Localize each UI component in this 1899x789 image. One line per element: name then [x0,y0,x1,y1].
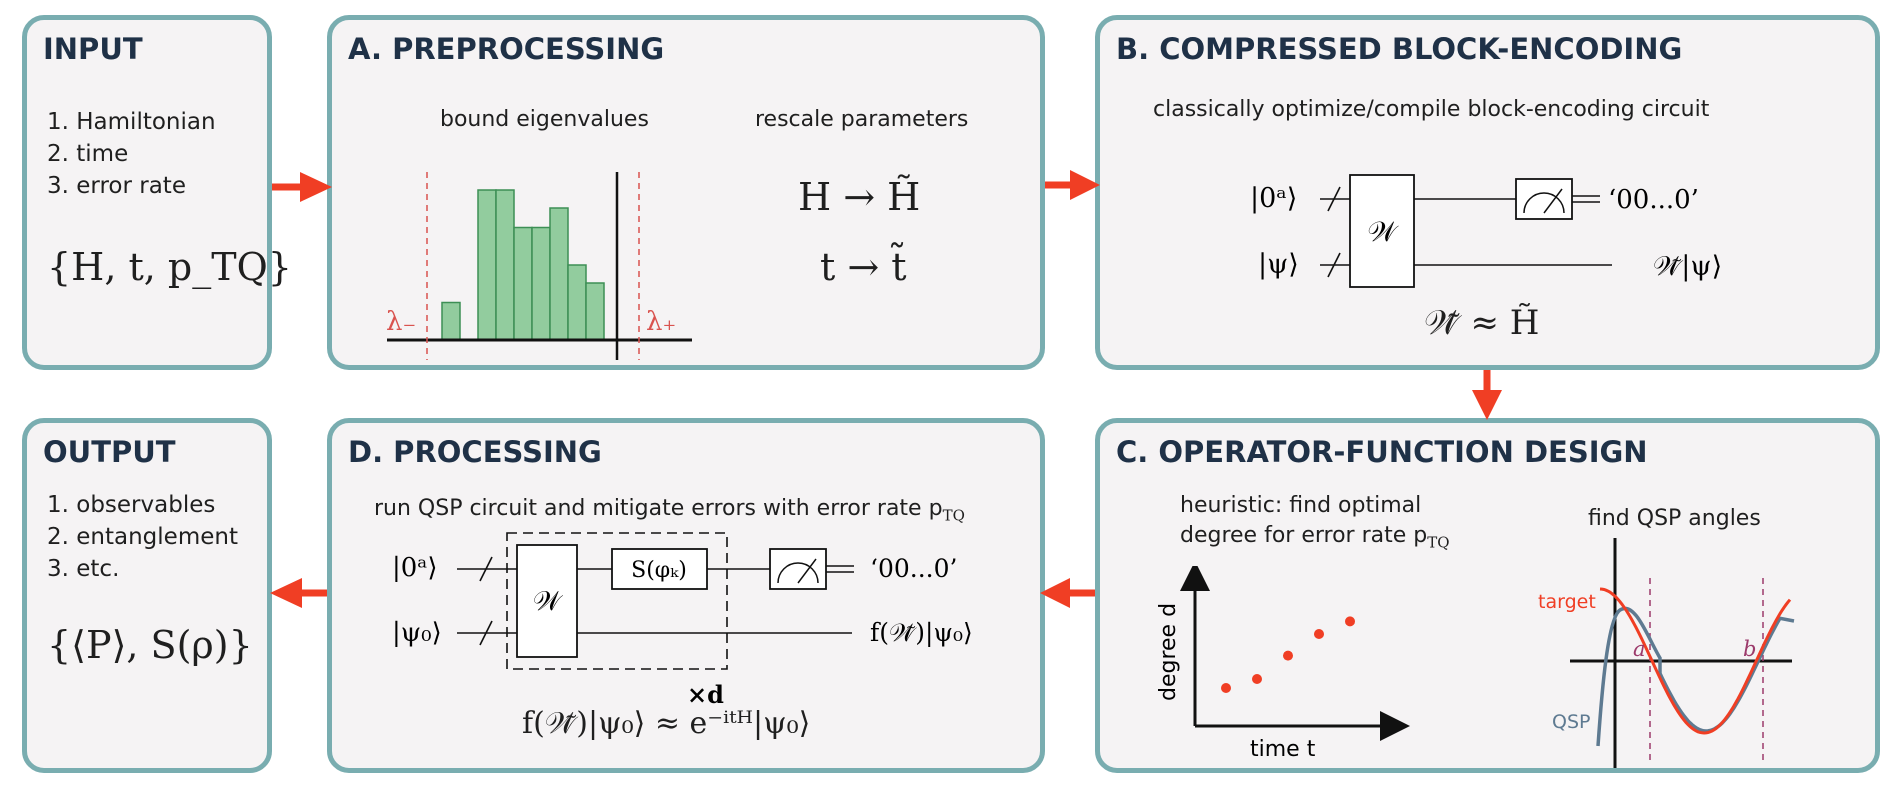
output-panel: OUTPUT 1. observables 2. entanglement 3.… [22,418,272,773]
output-item: 1. observables [47,492,216,518]
processing-approx: f(𝒲̃)|ψ₀⟩ ≈ e⁻ⁱᵗᴴ|ψ₀⟩ [522,706,811,741]
output-formula: {⟨P⟩, S(ρ)} [47,623,253,667]
histogram-bar [585,282,605,341]
times-d-label: ×d [687,680,724,709]
output-list: 1. observables 2. entanglement 3. etc. [47,489,238,585]
proc-w-gate-label: 𝒲 [533,586,564,617]
eq-t: t → t̃ [820,245,907,289]
w-gate [1349,174,1415,288]
degree-point [1314,629,1324,639]
qsp-circuit: |0ᵃ⟩ |ψ₀⟩ 𝒲 S(φₖ) ‘00...0’ f(𝒲̃)|ψ₀⟩ ×d [392,532,973,709]
time-label: time t [1250,737,1316,762]
heuristic-label-line1: heuristic: find optimal [1180,493,1422,518]
input-item: 1. Hamiltonian [47,109,216,135]
operator-panel: C. OPERATOR-FUNCTION DESIGN heuristic: f… [1095,418,1880,773]
input-formula-text: {H, t, p_TQ} [47,245,292,289]
block-encoding-circuit: |0ᵃ⟩ |ψ⟩ 𝒲 ‘00...0’ 𝒲̃|ψ⟩ [1250,174,1722,288]
arrow-c-to-d [1040,578,1095,608]
output-item: 3. etc. [47,556,120,582]
repeat-block [506,532,728,670]
histogram-bar [513,226,533,341]
degree-point [1221,683,1231,693]
preprocessing-title: A. PREPROCESSING [348,32,665,66]
histogram-bar [531,226,551,341]
proc-w-gate [516,544,578,658]
w-approx-h: 𝒲̃ ≈ H̃ [1424,303,1540,343]
degree-point [1283,650,1293,661]
compressed-title: B. COMPRESSED BLOCK-ENCODING [1116,32,1683,66]
bound-eigenvalues-label: bound eigenvalues [440,107,649,132]
compressed-panel: B. COMPRESSED BLOCK-ENCODING classically… [1095,15,1880,370]
qsp-angles-plot: target QSP a b [1538,538,1795,768]
output-formula-text: {⟨P⟩, S(ρ)} [47,623,253,667]
histogram-bar [477,189,497,341]
processing-subtitle-text: run QSP circuit and mitigate errors with… [374,496,943,521]
proc-ket-0a: |0ᵃ⟩ [392,553,437,583]
heuristic-label-line2: degree for error rate pTQ [1180,523,1450,551]
eigenvalue-histogram: λ₋ λ₊ [386,172,692,360]
input-formula: {H, t, p_TQ} [47,245,292,289]
lambda-minus-label: λ₋ [386,307,416,337]
output-title: OUTPUT [43,435,176,469]
heuristic-label-line2-text: degree for error rate p [1180,523,1428,548]
w-gate-label: 𝒲 [1367,215,1399,248]
input-list: 1. Hamiltonian 2. time 3. error rate [47,106,216,202]
processing-subtitle-sub: TQ [942,506,965,525]
target-curve [1599,587,1792,735]
heuristic-sub: TQ [1427,533,1450,552]
processing-title: D. PROCESSING [348,435,602,469]
input-panel: INPUT 1. Hamiltonian 2. time 3. error ra… [22,15,292,370]
arrow-a-to-b [1045,170,1100,200]
output-00-label: ‘00...0’ [1608,185,1699,215]
degree-point [1345,616,1355,627]
arrow-input-to-a [272,172,332,202]
arrow-d-to-output [270,578,327,608]
rescale-parameters-label: rescale parameters [755,107,969,132]
find-angles-label: find QSP angles [1588,506,1761,531]
histogram-bar [441,301,461,341]
histogram-bar [549,207,569,341]
ket-psi: |ψ⟩ [1258,249,1299,280]
histogram-bar [495,189,515,341]
a-label: a [1633,637,1646,661]
processing-subtitle: run QSP circuit and mitigate errors with… [374,496,965,524]
output-w-psi: 𝒲̃|ψ⟩ [1653,251,1722,282]
proc-output-00: ‘00...0’ [870,554,957,583]
degree-time-plot: degree d time t [1156,566,1410,762]
qsp-curve [1596,606,1795,747]
b-label: b [1743,637,1756,661]
output-item: 2. entanglement [47,524,238,550]
proc-ket-psi0: |ψ₀⟩ [392,618,442,648]
eq-h: H → H̃ [798,175,921,219]
arrow-b-to-c [1472,370,1502,420]
s-phi-gate-label: S(φₖ) [631,558,687,583]
histogram-bar [567,264,587,341]
proc-output-f-psi: f(𝒲̃)|ψ₀⟩ [870,618,973,648]
qsp-label: QSP [1552,711,1590,733]
degree-label: degree d [1156,603,1181,701]
target-label: target [1538,591,1596,613]
s-phi-gate [611,548,708,590]
compressed-subtitle: classically optimize/compile block-encod… [1153,97,1710,122]
ket-0a: |0ᵃ⟩ [1250,183,1297,214]
processing-panel: D. PROCESSING run QSP circuit and mitiga… [327,418,1045,773]
input-item: 3. error rate [47,173,186,199]
degree-point [1252,674,1262,684]
operator-title: C. OPERATOR-FUNCTION DESIGN [1116,435,1648,469]
input-title: INPUT [43,32,143,66]
preprocessing-panel: A. PREPROCESSING bound eigenvalues resca… [327,15,1045,370]
lambda-plus-label: λ₊ [646,307,676,337]
input-item: 2. time [47,141,129,167]
